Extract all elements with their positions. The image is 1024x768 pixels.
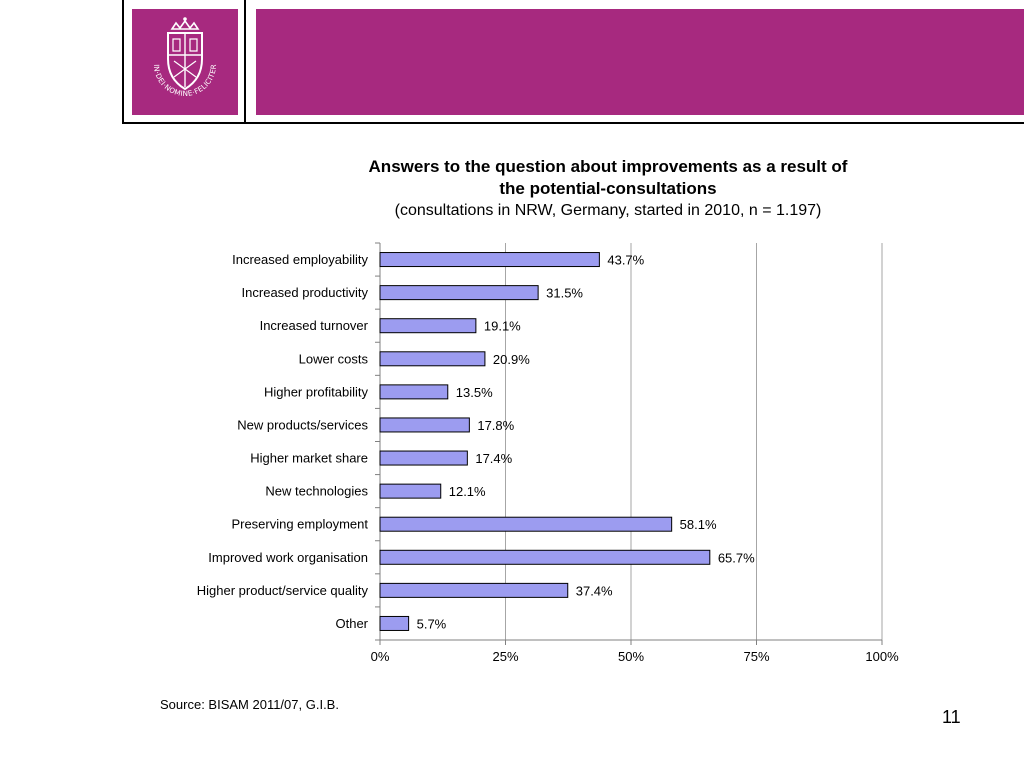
category-label: Improved work organisation <box>208 550 368 565</box>
category-label: Increased turnover <box>260 318 369 333</box>
x-tick-label: 25% <box>492 649 518 664</box>
data-label: 43.7% <box>607 253 644 268</box>
x-tick-label: 0% <box>371 649 390 664</box>
bar <box>379 549 711 565</box>
category-label: New technologies <box>265 484 368 499</box>
bar <box>379 582 569 598</box>
category-label: Higher product/service quality <box>197 583 369 598</box>
bar <box>379 351 486 367</box>
chart-title-block: Answers to the question about improvemen… <box>300 156 916 222</box>
category-label: New products/services <box>237 417 368 432</box>
bar <box>379 417 470 433</box>
header-banner <box>256 9 1024 115</box>
data-label: 31.5% <box>546 286 583 301</box>
bar <box>379 285 539 301</box>
x-tick-label: 50% <box>618 649 644 664</box>
data-label: 17.8% <box>477 418 514 433</box>
page-number: 11 <box>942 707 961 727</box>
chart-subtitle: (consultations in NRW, Germany, started … <box>394 202 822 219</box>
chart-title-line-2: the potential-consultations <box>499 179 717 198</box>
slide-header: IN·DEI·NOMINE·FELICITER <box>122 0 1024 124</box>
bar <box>379 516 673 532</box>
source-note: Source: BISAM 2011/07, G.I.B. <box>160 697 339 712</box>
data-label: 5.7% <box>417 616 447 631</box>
category-label: Higher profitability <box>264 384 369 399</box>
data-label: 17.4% <box>475 451 512 466</box>
data-label: 19.1% <box>484 319 521 334</box>
university-seal-logo: IN·DEI·NOMINE·FELICITER <box>132 9 238 115</box>
chart-title-line-1: Answers to the question about improvemen… <box>368 157 848 176</box>
bar <box>379 450 468 466</box>
data-label: 58.1% <box>680 517 717 532</box>
x-tick-label: 75% <box>743 649 769 664</box>
bar <box>379 252 600 268</box>
category-label: Higher market share <box>250 451 368 466</box>
data-label: 12.1% <box>449 484 486 499</box>
bar <box>379 384 449 400</box>
logo-cell: IN·DEI·NOMINE·FELICITER <box>124 0 246 122</box>
data-label: 20.9% <box>493 352 530 367</box>
bar <box>379 318 477 334</box>
shield-crest-icon: IN·DEI·NOMINE·FELICITER <box>152 17 218 98</box>
category-label: Lower costs <box>299 351 369 366</box>
bar <box>379 483 442 499</box>
bar <box>379 615 410 631</box>
data-label: 37.4% <box>576 583 613 598</box>
x-tick-label: 100% <box>865 649 899 664</box>
data-label: 65.7% <box>718 550 755 565</box>
category-label: Preserving employment <box>231 517 368 532</box>
category-label: Increased employability <box>232 252 368 267</box>
category-label: Other <box>335 616 368 631</box>
data-label: 13.5% <box>456 385 493 400</box>
category-label: Increased productivity <box>242 285 369 300</box>
